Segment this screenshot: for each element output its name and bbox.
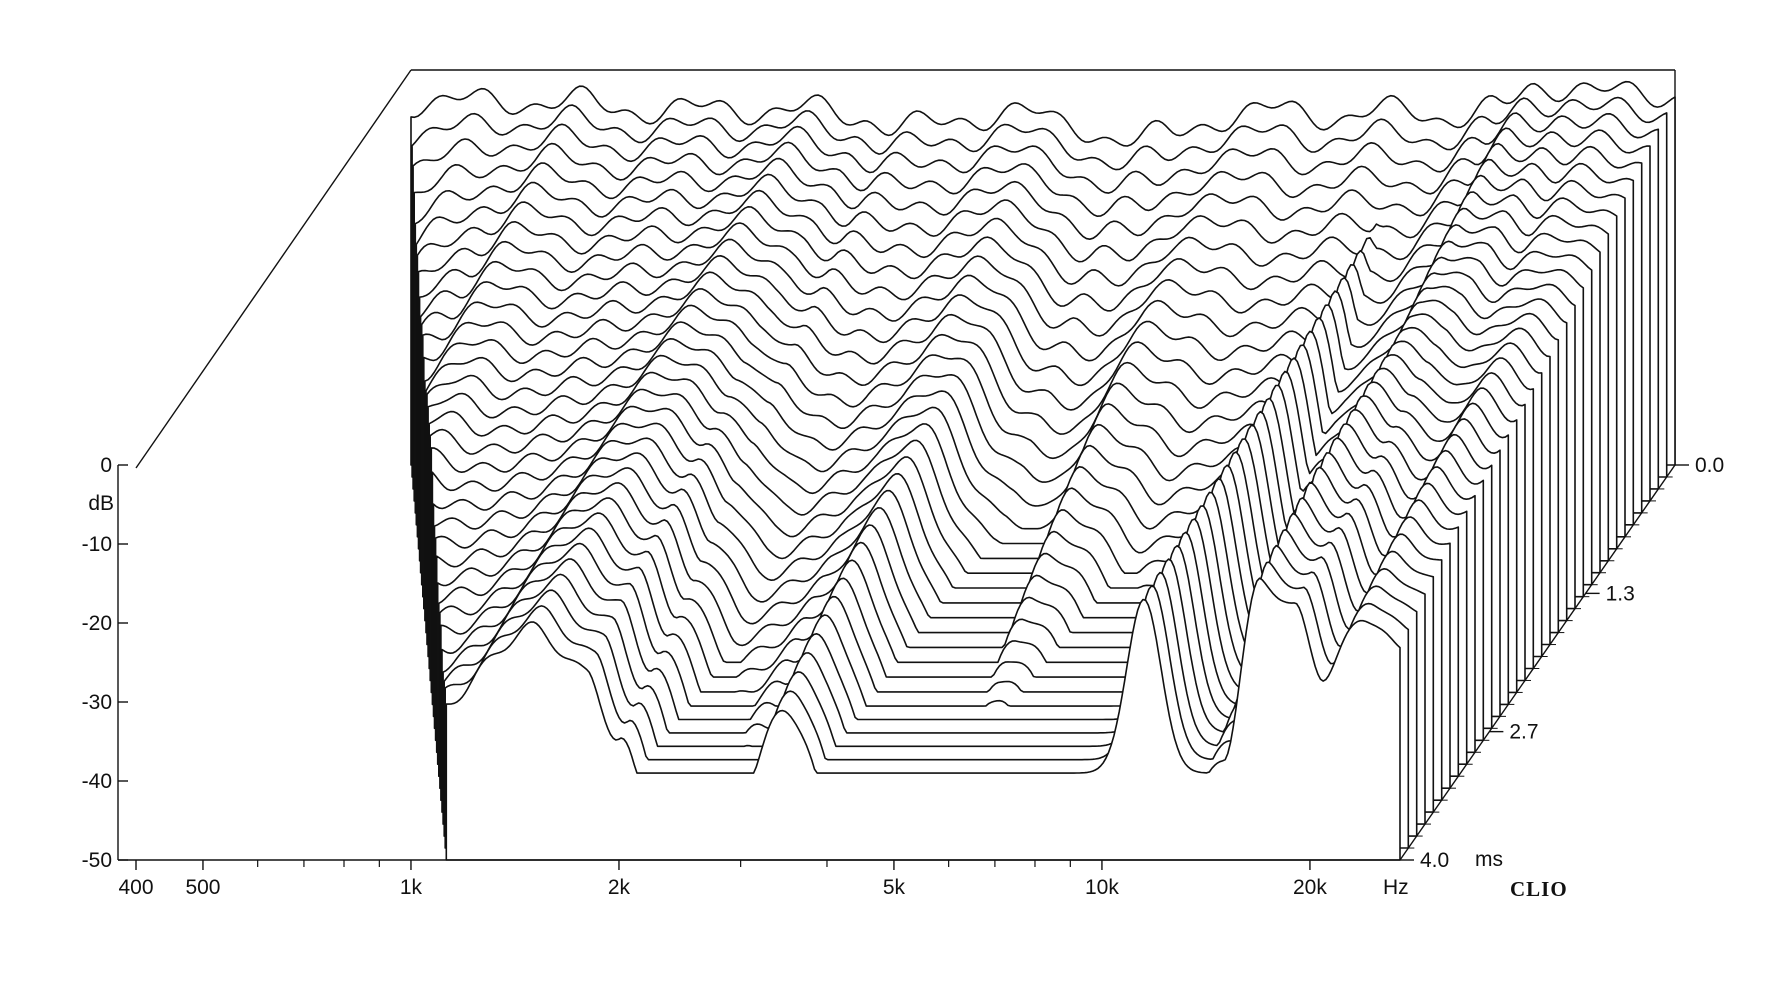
frame-left-diagonal (135, 69, 412, 469)
z-tick-label: 1.3 (1606, 582, 1635, 605)
y-tick-label: -10 (82, 533, 112, 556)
frame-right-diagonal (1399, 464, 1676, 861)
z-tick-label: 0.0 (1695, 454, 1724, 477)
y-tick-label: -40 (82, 770, 112, 793)
x-tick-label: 10k (1085, 876, 1119, 899)
y-axis-label: dB (88, 492, 114, 515)
x-axis-unit: Hz (1383, 876, 1409, 899)
clio-brand: CLIO (1510, 877, 1568, 901)
y-tick-label: -30 (82, 691, 112, 714)
z-tick-label: 2.7 (1509, 721, 1538, 744)
z-axis: ms 0.0 1.3 2.7 4.0 (1400, 454, 1724, 872)
x-tick-label: 5k (883, 876, 906, 899)
x-tick-label: 20k (1293, 876, 1327, 899)
x-tick-label: 400 (118, 876, 153, 899)
slice-layer (410, 80, 1676, 861)
x-axis: 400 500 1k 2k 5k 10k 20k (118, 859, 1400, 899)
x-tick-label: 2k (608, 876, 631, 899)
y-tick-label: 0 (100, 454, 112, 477)
x-tick-label: 500 (185, 876, 220, 899)
y-axis: dB 0 -10 -20 -30 -40 -50 (82, 454, 128, 872)
z-tick-label: 4.0 (1420, 849, 1449, 872)
x-tick-label: 1k (400, 876, 423, 899)
y-tick-label: -20 (82, 612, 112, 635)
decay-slice (445, 577, 1401, 861)
y-tick-label: -50 (82, 849, 112, 872)
z-axis-unit: ms (1475, 848, 1503, 871)
